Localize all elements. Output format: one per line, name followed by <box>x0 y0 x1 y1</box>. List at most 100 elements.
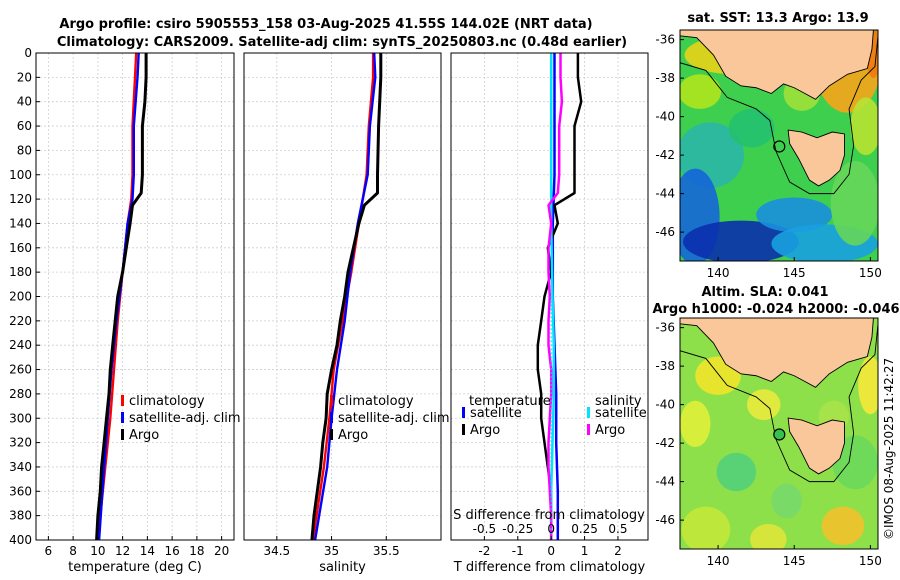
legend-temperature-title: temperature <box>469 394 551 409</box>
field-patch <box>771 483 802 519</box>
y-tick-label: 280 <box>9 387 32 401</box>
legend-label: satellite-adj. clim <box>129 411 241 426</box>
map-frame <box>679 317 879 550</box>
field-patch <box>680 400 711 447</box>
y-tick-label: 20 <box>17 70 32 84</box>
series-line-salinity-argo <box>547 53 564 540</box>
legend-label: Argo <box>338 428 368 443</box>
legend-swatch <box>121 429 124 440</box>
y-tick-label: 0 <box>24 46 32 60</box>
x-axis-label: salinity <box>319 560 366 575</box>
y-tick-label: -44 <box>655 475 675 489</box>
x-tick-label: 10 <box>90 544 105 558</box>
x-tick-label: 140 <box>707 554 730 568</box>
y-tick-label: -46 <box>655 225 675 239</box>
x-tick-label: 8 <box>69 544 77 558</box>
title-line-2: Climatology: CARS2009. Satellite-adj cli… <box>57 35 627 50</box>
x-axis-label: temperature (deg C) <box>68 560 202 575</box>
shelf-contour <box>680 323 878 483</box>
series-line-argo <box>310 53 383 541</box>
legend-swatch <box>462 424 465 435</box>
title-line-1: Argo profile: csiro 5905553_158 03-Aug-2… <box>59 17 592 32</box>
series-line-argo <box>95 53 148 541</box>
y-tick-label: 400 <box>9 533 32 547</box>
tasmania <box>787 417 845 475</box>
y-tick-label: -38 <box>655 71 675 85</box>
field-patch <box>750 523 787 549</box>
series-line-temperature-argo <box>536 53 583 540</box>
panel-2-grid <box>244 52 441 541</box>
sla-map-subtitle: Argo h1000: -0.024 h2000: -0.046 <box>652 302 899 317</box>
x-tick-label: 34.5 <box>263 544 290 558</box>
x-tick-label: 140 <box>707 266 730 280</box>
sst-map-title: sat. SST: 13.3 Argo: 13.9 <box>687 11 868 26</box>
y-tick-label: -36 <box>655 321 675 335</box>
field-patch <box>821 506 865 546</box>
x-tick-label: 35 <box>324 544 339 558</box>
x-tick-label: 14 <box>140 544 155 558</box>
field-patch <box>756 197 833 233</box>
legend-swatch <box>462 407 465 418</box>
argo-position-marker <box>773 140 786 153</box>
x-tick-label: -2 <box>478 544 490 558</box>
field-patch <box>681 506 731 549</box>
y-tick-label: 340 <box>9 460 32 474</box>
x-tick-label: 150 <box>859 266 882 280</box>
legend-swatch <box>330 429 333 440</box>
y-tick-label: 220 <box>9 314 32 328</box>
y-tick-label: 240 <box>9 338 32 352</box>
x-tick-label: 2 <box>614 544 622 558</box>
top-tick-label: -0.25 <box>502 522 533 536</box>
y-tick-label: 180 <box>9 265 32 279</box>
top-tick-label: 0 <box>547 522 555 536</box>
x-tick-label: 6 <box>45 544 53 558</box>
y-tick-label: 300 <box>9 411 32 425</box>
y-tick-label: 100 <box>9 168 32 182</box>
y-tick-label: -40 <box>655 398 675 412</box>
top-tick-label: -0.5 <box>473 522 496 536</box>
legend-label: Argo <box>129 428 159 443</box>
y-tick-label: 360 <box>9 484 32 498</box>
y-tick-label: 120 <box>9 192 32 206</box>
x-axis-label: T difference from climatology <box>453 560 646 575</box>
legend-swatch <box>587 407 590 418</box>
y-tick-label: 380 <box>9 509 32 523</box>
y-tick-label: 60 <box>17 119 32 133</box>
y-tick-label: -40 <box>655 110 675 124</box>
legend-label: Argo <box>470 423 500 438</box>
y-tick-label: 260 <box>9 363 32 377</box>
sst-map: 140 145 150 -36 -38 -40 -42 -44 -46 <box>655 29 882 280</box>
field-patch <box>728 108 775 148</box>
legend-swatch <box>330 412 333 423</box>
y-tick-label: -42 <box>655 148 675 162</box>
legend-salinity-title: salinity <box>595 394 642 409</box>
x-tick-label: 16 <box>164 544 179 558</box>
y-tick-label: 40 <box>17 95 32 109</box>
argo-position-marker <box>773 428 786 441</box>
panel-3-frame <box>450 52 649 541</box>
y-tick-label: -36 <box>655 33 675 47</box>
y-tick-label: 140 <box>9 216 32 230</box>
panel-1-grid <box>36 52 234 541</box>
shelf-contour <box>680 35 878 195</box>
x-tick-label: 145 <box>783 554 806 568</box>
field-patch <box>716 452 757 492</box>
legend-swatch <box>587 424 590 435</box>
maps: 140 145 150 -36 -38 -40 -42 -44 -46 140 145 150 -36 -… <box>655 29 882 568</box>
legend-swatch <box>121 412 124 423</box>
x-tick-label: 12 <box>115 544 130 558</box>
x-tick-label: 18 <box>189 544 204 558</box>
legend-label: Argo <box>595 423 625 438</box>
tasmania <box>787 129 845 187</box>
map-frame <box>679 29 879 262</box>
sla-map-title: Altim. SLA: 0.041 <box>702 285 829 300</box>
copyright-text: ©IMOS 08-Aug-2025 11:42:27 <box>882 358 896 540</box>
legend-label: climatology <box>338 394 414 409</box>
top-axis-label: S difference from climatology <box>453 508 645 523</box>
legend-swatch <box>330 395 333 406</box>
y-tick-label: -46 <box>655 513 675 527</box>
field-patch <box>680 74 722 109</box>
x-tick-label: -1 <box>512 544 524 558</box>
top-tick-label: 0.5 <box>608 522 627 536</box>
